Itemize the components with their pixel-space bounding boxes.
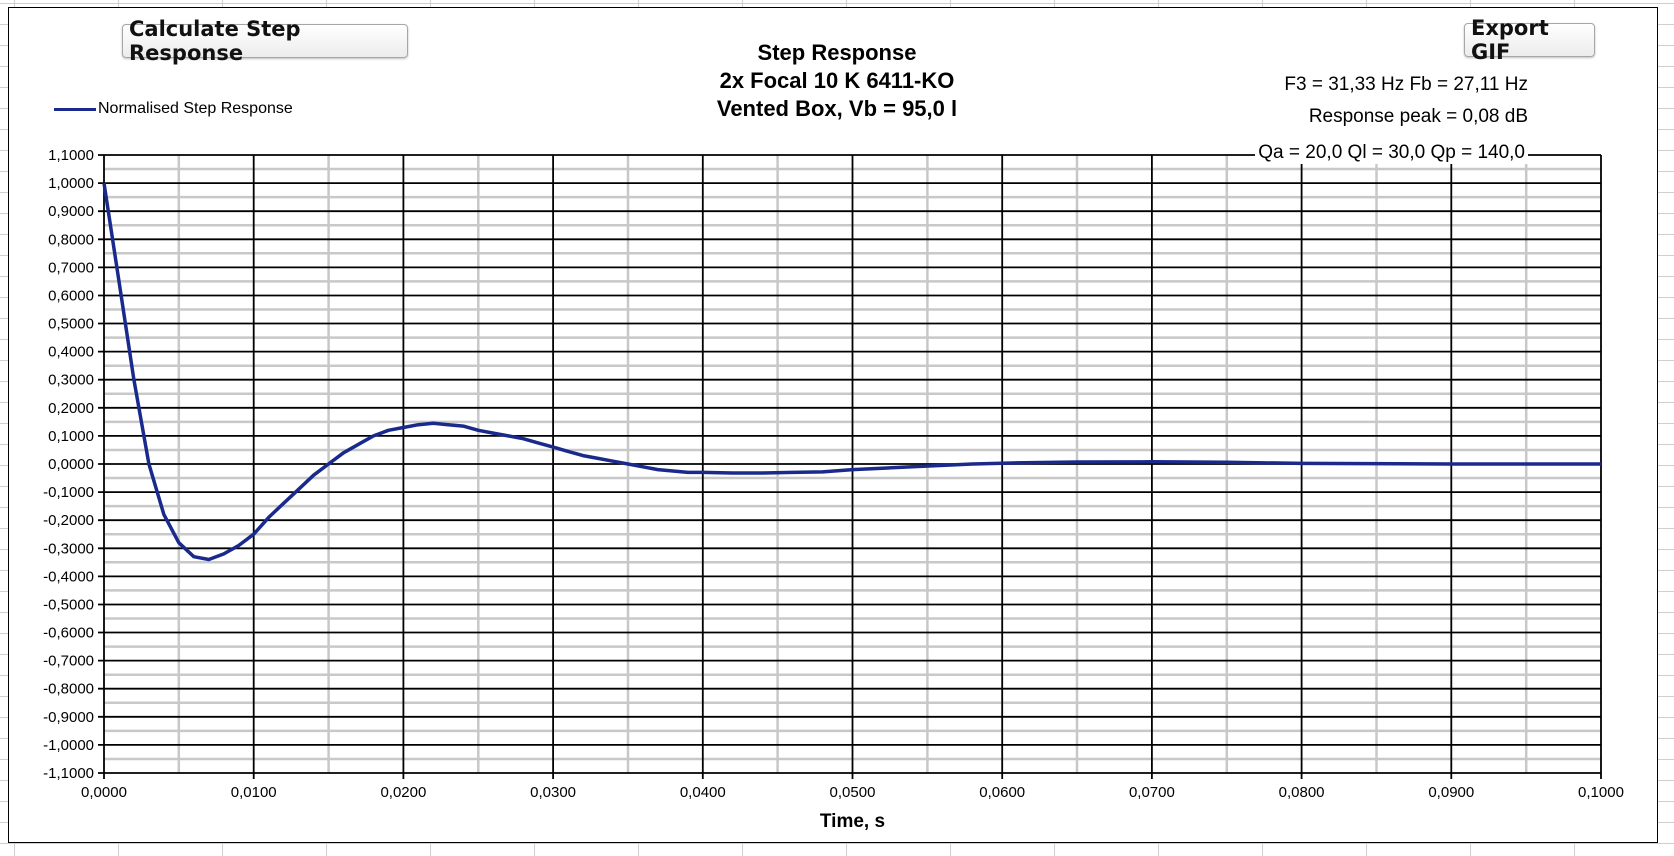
chart-title: Step Response bbox=[757, 40, 917, 65]
y-tick-label: -0,5000 bbox=[43, 597, 94, 614]
y-tick-label: -0,8000 bbox=[43, 681, 94, 698]
y-tick-label: 0,4000 bbox=[48, 344, 94, 361]
chart-subtitle-box: Vented Box, Vb = 95,0 l bbox=[716, 96, 958, 121]
y-tick-label: 0,5000 bbox=[48, 316, 94, 333]
y-tick-label: 0,7000 bbox=[48, 259, 94, 276]
y-tick-labels: 1,1000 1,0000 0,9000 0,8000 0,7000 0,6000 0,50… bbox=[43, 147, 94, 782]
y-tick-label: 0,6000 bbox=[48, 288, 94, 305]
annotation-q-values: Qa = 20,0 Ql = 30,0 Qp = 140,0 bbox=[1255, 142, 1528, 164]
y-tick-label: -0,1000 bbox=[43, 484, 94, 501]
x-tick-label: 0,0100 bbox=[231, 784, 277, 801]
y-tick-label: -0,9000 bbox=[43, 709, 94, 726]
y-tick-label: 0,2000 bbox=[48, 400, 94, 417]
y-tick-label: -0,2000 bbox=[43, 512, 94, 529]
legend: Normalised Step Response bbox=[54, 100, 293, 118]
chart-subtitle-driver: 2x Focal 10 K 6411-KO bbox=[719, 68, 955, 93]
y-tick-label: 0,9000 bbox=[48, 203, 94, 220]
y-tick-label: -1,1000 bbox=[43, 765, 94, 782]
y-tick-label: 1,0000 bbox=[48, 175, 94, 192]
y-tick-label: -0,7000 bbox=[43, 653, 94, 670]
x-tick-label: 0,0400 bbox=[680, 784, 726, 801]
y-tick-label: 0,1000 bbox=[48, 428, 94, 445]
series-line-normalised-step-response bbox=[102, 182, 1601, 562]
annotation-f3-fb: F3 = 31,33 Hz Fb = 27,11 Hz bbox=[1284, 74, 1528, 96]
y-tick-label: -0,6000 bbox=[43, 625, 94, 642]
x-tick-label: 0,0000 bbox=[81, 784, 127, 801]
x-axis-label: Time, s bbox=[820, 811, 885, 832]
annotation-response-peak: Response peak = 0,08 dB bbox=[1308, 106, 1528, 128]
legend-label: Normalised Step Response bbox=[98, 100, 293, 117]
x-tick-label: 0,0200 bbox=[380, 784, 426, 801]
y-tick-label: -0,4000 bbox=[43, 568, 94, 585]
x-tick-label: 0,0300 bbox=[530, 784, 576, 801]
x-tick-label: 0,0900 bbox=[1428, 784, 1474, 801]
major-gridlines bbox=[98, 154, 1602, 779]
x-tick-labels: 0,0000 0,0100 0,0200 0,0300 0,0400 0,0500 0,06… bbox=[81, 784, 1624, 801]
x-tick-label: 0,0700 bbox=[1129, 784, 1175, 801]
y-tick-label: 1,1000 bbox=[48, 147, 94, 164]
export-gif-button[interactable]: Export GIF bbox=[1464, 16, 1595, 64]
x-tick-label: 0,0600 bbox=[979, 784, 1025, 801]
calculate-step-response-button[interactable]: Calculate Step Response bbox=[122, 17, 408, 65]
y-tick-label: 0,0000 bbox=[48, 456, 94, 473]
chart-title-block: Step Response 2x Focal 10 K 6411-KO Vent… bbox=[637, 39, 1037, 123]
x-tick-label: 0,1000 bbox=[1578, 784, 1624, 801]
x-tick-label: 0,0800 bbox=[1279, 784, 1325, 801]
x-tick-label: 0,0500 bbox=[830, 784, 876, 801]
y-tick-label: 0,3000 bbox=[48, 372, 94, 389]
y-tick-label: 0,8000 bbox=[48, 231, 94, 248]
y-tick-label: -1,0000 bbox=[43, 737, 94, 754]
y-tick-label: -0,3000 bbox=[43, 540, 94, 557]
legend-swatch bbox=[54, 107, 96, 111]
